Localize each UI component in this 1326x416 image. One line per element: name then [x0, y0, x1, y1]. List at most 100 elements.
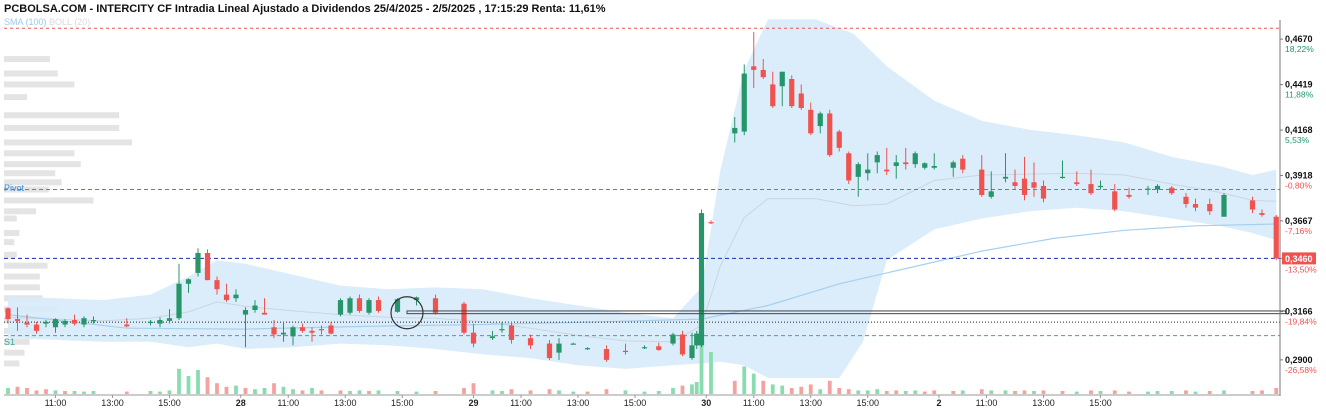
candle-body — [988, 191, 994, 197]
volume-bar — [338, 390, 343, 394]
candle-body — [124, 324, 130, 327]
candle-body — [5, 308, 11, 320]
candle-body — [1002, 176, 1009, 179]
candle — [62, 319, 68, 328]
y-tick-percent: -26,58% — [1285, 365, 1317, 375]
volume-bar — [865, 390, 870, 394]
profile-bar — [4, 215, 17, 222]
candle-body — [204, 252, 211, 281]
candle — [166, 309, 173, 324]
volume-bar — [1074, 391, 1079, 394]
candle — [808, 102, 814, 136]
volume-bar — [837, 388, 842, 394]
volume-bars — [6, 334, 1279, 394]
candle-body — [1112, 191, 1118, 210]
profile-bar — [4, 230, 20, 237]
candle — [770, 71, 776, 108]
volume-bar — [1207, 391, 1212, 394]
candle-body — [1207, 204, 1213, 212]
volume-bar — [1274, 388, 1279, 394]
candle-body — [1031, 182, 1037, 188]
candle — [903, 147, 909, 170]
candle — [233, 289, 239, 302]
x-tick-label: 15:00 — [391, 398, 414, 408]
profile-bar — [4, 170, 56, 177]
candle-body — [641, 347, 648, 349]
candle-body — [546, 343, 553, 359]
annotations — [390, 296, 1287, 330]
candle-body — [318, 329, 325, 331]
candle — [299, 323, 306, 333]
candle — [347, 296, 353, 315]
candle-body — [413, 297, 420, 301]
volume-bar — [158, 391, 162, 394]
candle-body — [375, 300, 382, 311]
candle — [185, 278, 192, 293]
legend-boll-label: BOLL (20) — [49, 17, 91, 27]
volume-bar — [462, 388, 466, 394]
volume-bar — [789, 388, 794, 394]
profile-bar — [4, 70, 58, 77]
volume-bar — [1155, 391, 1160, 394]
candle-body — [846, 153, 852, 181]
candle — [584, 347, 591, 350]
candle-body — [1097, 185, 1104, 188]
volume-bar — [272, 383, 276, 394]
volume-bar — [818, 389, 823, 394]
y-tick-label: 0,2900 — [1285, 355, 1313, 365]
candle — [931, 153, 937, 170]
volume-bar — [500, 391, 504, 394]
candle — [760, 59, 766, 79]
candle — [52, 318, 59, 333]
x-tick-label: 13:00 — [334, 398, 357, 408]
candle-body — [223, 294, 230, 301]
x-tick-label: 15:00 — [624, 398, 647, 408]
candle — [252, 300, 258, 313]
volume-bar — [167, 390, 172, 394]
volume-bar — [395, 391, 400, 394]
annotation-circle — [390, 296, 424, 330]
candle-body — [931, 165, 937, 168]
volume-bar — [690, 384, 694, 394]
candle-body — [836, 131, 842, 148]
candle-body — [1012, 182, 1018, 186]
candle-body — [280, 332, 287, 335]
volume-bar — [177, 368, 181, 394]
candle — [1221, 193, 1227, 217]
candle-body — [741, 73, 747, 132]
candle-body — [261, 312, 268, 315]
level-lines — [4, 27, 1280, 337]
candle — [1126, 187, 1132, 199]
candle — [375, 296, 382, 313]
x-axis: 11:00 13:00 15:00 28 11:00 13:00 15:00 29 11:00 1… — [4, 394, 1280, 408]
volume-bar — [6, 388, 10, 394]
candle-body — [570, 343, 576, 345]
candle — [508, 321, 515, 344]
x-tick-label: 13:00 — [101, 398, 124, 408]
candle-body — [1126, 194, 1132, 197]
candle-body — [689, 345, 695, 359]
y-tick-label: 0,3166 — [1285, 307, 1313, 317]
volume-bar — [856, 390, 861, 394]
volume-bar — [1022, 390, 1027, 394]
candle — [1074, 171, 1080, 186]
candle-body — [489, 336, 496, 339]
candle — [81, 316, 87, 328]
candle-body — [328, 325, 334, 334]
x-tick-label: 13:00 — [799, 398, 822, 408]
candle-body — [1074, 182, 1080, 185]
volume-bar — [1250, 391, 1255, 394]
candle-body — [679, 334, 686, 355]
volume-bar — [761, 380, 766, 394]
volume-bar — [1098, 391, 1103, 394]
candle — [798, 84, 804, 110]
candle — [789, 75, 795, 108]
profile-bar — [4, 349, 25, 356]
y-tick-label: 0,4670 — [1285, 34, 1313, 44]
volume-bar — [656, 391, 661, 394]
bollinger-bands — [7, 19, 1277, 378]
x-tick-label: 13:00 — [1032, 398, 1055, 408]
candle-body — [195, 252, 201, 273]
volume-bar — [1013, 391, 1017, 394]
